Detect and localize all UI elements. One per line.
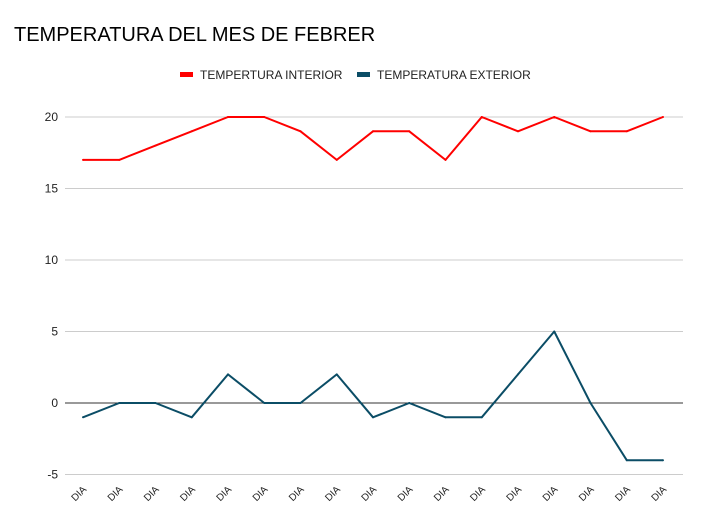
x-tick-label: DIA — [360, 484, 380, 504]
y-tick-label: -5 — [47, 468, 58, 482]
x-tick-label: DIA — [215, 484, 235, 504]
data-point — [444, 158, 447, 161]
x-tick-label: DIA — [468, 484, 488, 504]
data-point — [299, 130, 302, 133]
series-line-exterior — [82, 330, 663, 462]
x-tick-label: DIA — [178, 484, 198, 504]
data-point — [227, 116, 229, 118]
data-point — [517, 373, 519, 376]
y-tick-label: 10 — [45, 253, 59, 267]
data-point — [82, 416, 84, 419]
data-point — [82, 158, 84, 161]
x-tick-label: DIA — [323, 484, 343, 504]
data-point — [625, 130, 628, 133]
x-tick-label: DIA — [613, 484, 633, 504]
data-point — [335, 158, 338, 161]
y-tick-label: 0 — [51, 396, 58, 410]
data-point — [662, 116, 664, 118]
y-tick-label: 20 — [45, 110, 59, 124]
data-point — [372, 416, 374, 419]
data-point — [154, 402, 157, 404]
data-point — [263, 116, 266, 118]
y-tick-label: 15 — [45, 182, 59, 196]
series-line-interior — [83, 116, 664, 161]
x-tick-label: DIA — [106, 484, 126, 504]
x-tick-label: DIA — [650, 484, 670, 504]
data-point — [299, 402, 302, 404]
data-point — [190, 416, 193, 419]
data-point — [444, 416, 447, 419]
x-tick-label: DIA — [287, 484, 307, 504]
legend-swatch — [357, 72, 370, 77]
data-point — [408, 402, 411, 404]
chart-title: TEMPERATURA DEL MES DE FEBRER — [14, 24, 376, 46]
x-tick-label: DIA — [142, 484, 162, 504]
data-point — [517, 130, 519, 133]
x-tick-label: DIA — [432, 484, 452, 504]
data-point — [625, 459, 628, 462]
data-point — [408, 130, 411, 133]
data-point — [372, 130, 374, 133]
data-point — [263, 402, 266, 404]
data-point — [662, 459, 664, 462]
legend-label: TEMPERTURA INTERIOR — [200, 68, 343, 82]
data-point — [480, 416, 483, 419]
data-point — [118, 402, 121, 404]
y-tick-label: 5 — [51, 325, 58, 339]
data-point — [118, 158, 121, 161]
data-point — [589, 402, 592, 404]
data-point — [553, 330, 556, 333]
data-point — [190, 130, 193, 133]
x-tick-label: DIA — [70, 484, 90, 504]
x-tick-label: DIA — [541, 484, 561, 504]
data-point — [480, 116, 483, 118]
x-tick-label: DIA — [396, 484, 416, 504]
data-point — [154, 144, 157, 147]
x-tick-label: DIA — [251, 484, 271, 504]
data-point — [553, 116, 556, 118]
x-tick-label: DIA — [577, 484, 597, 504]
legend-swatch — [180, 72, 193, 77]
data-point — [227, 373, 229, 376]
x-tick-label: DIA — [505, 484, 525, 504]
legend-label: TEMPERATURA EXTERIOR — [377, 68, 531, 82]
data-point — [335, 373, 338, 376]
data-point — [589, 130, 592, 133]
